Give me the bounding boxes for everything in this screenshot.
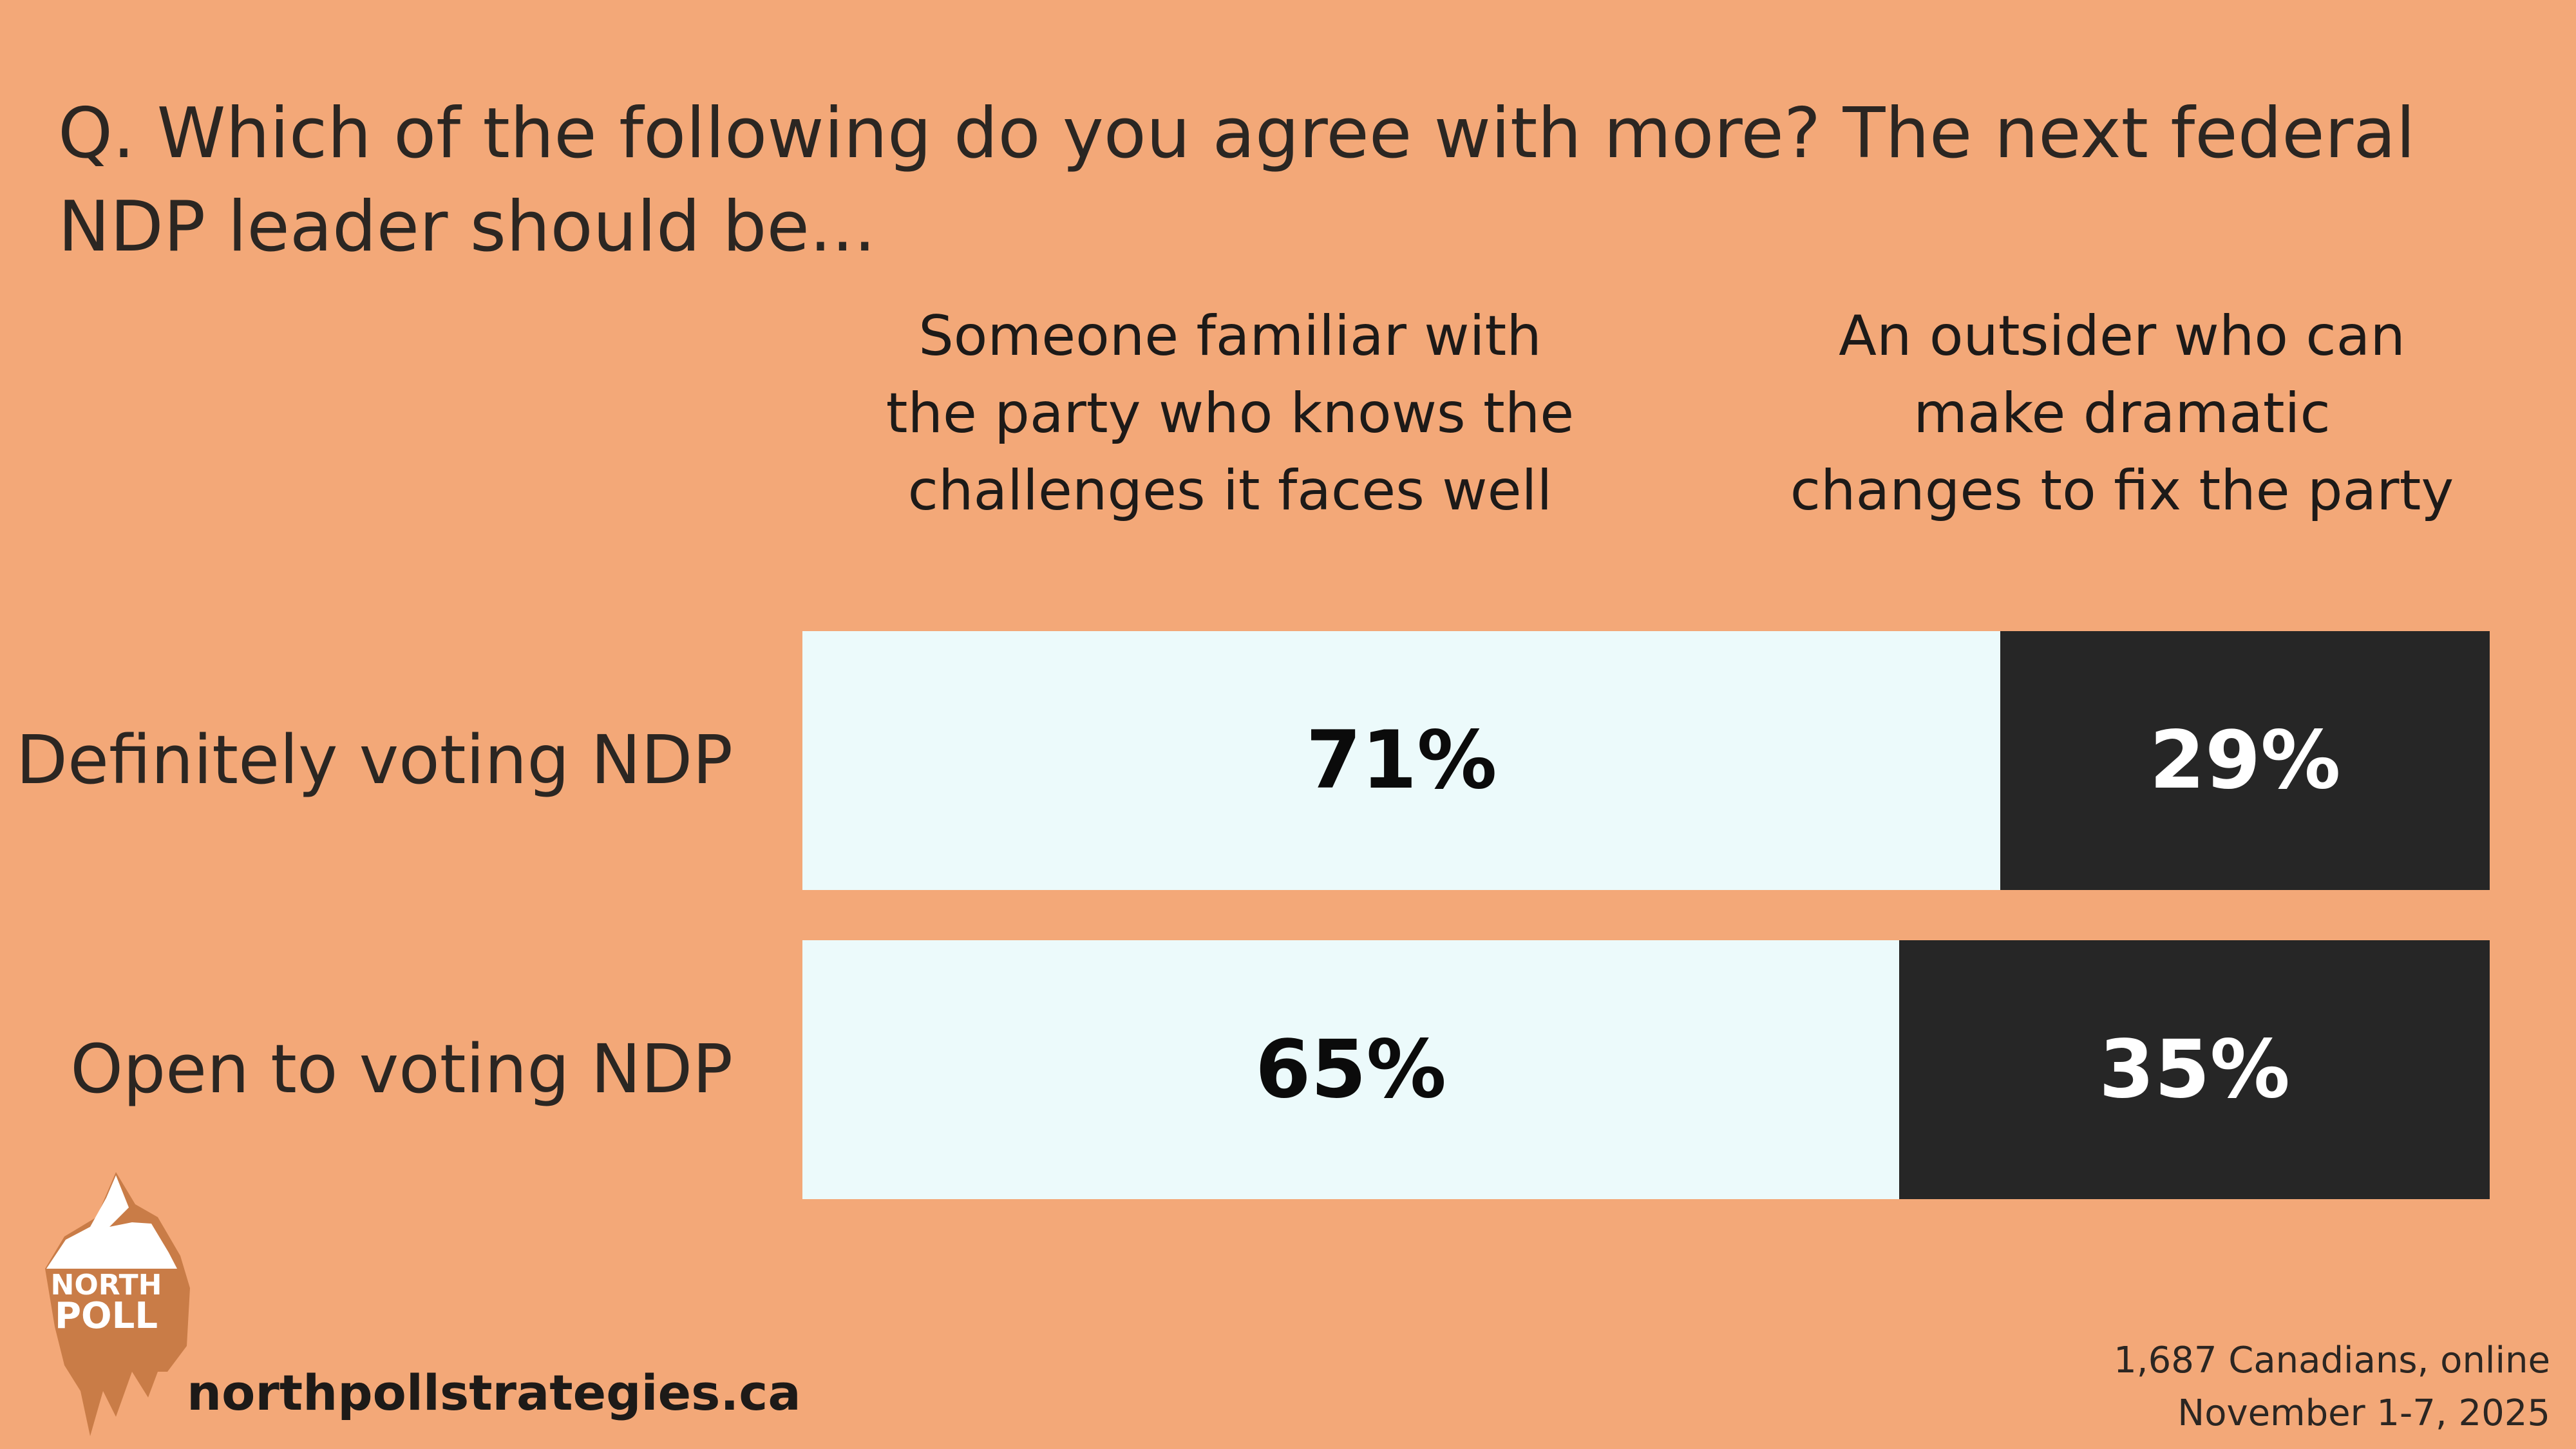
field-dates: November 1-7, 2025	[2177, 1392, 2550, 1434]
north-poll-logo: NORTH POLL	[45, 1172, 190, 1436]
bar-segment-outsider: 35%	[1899, 940, 2490, 1199]
bar-row-open: 65% 35%	[802, 940, 2490, 1199]
column-header-line: make dramatic	[1913, 381, 2331, 446]
column-header-familiar: Someone familiar with the party who know…	[824, 298, 1636, 529]
bar-segment-familiar: 71%	[802, 631, 2001, 890]
logo-line-2: POLL	[55, 1295, 158, 1337]
bar-segment-familiar: 65%	[802, 940, 1899, 1199]
logo-line-1: NORTH	[51, 1269, 162, 1302]
bar-segment-outsider: 29%	[2000, 631, 2490, 890]
data-label: 71%	[1305, 714, 1497, 807]
chart-title: Q. Which of the following do you agree w…	[58, 93, 2416, 267]
data-label: 29%	[2149, 714, 2341, 807]
column-header-line: challenges it faces well	[907, 459, 1553, 523]
column-header-line: the party who knows the	[886, 381, 1575, 446]
sample-note: 1,687 Canadians, online November 1-7, 20…	[2114, 1334, 2550, 1440]
column-header-line: changes to fix the party	[1790, 459, 2454, 523]
bar-row-definitely: 71% 29%	[802, 631, 2490, 890]
data-label: 65%	[1255, 1023, 1446, 1116]
website-link: northpollstrategies.ca	[187, 1364, 801, 1421]
row-label-open: Open to voting NDP	[70, 1030, 733, 1108]
column-header-line: Someone familiar with	[918, 304, 1542, 368]
column-header-outsider: An outsider who can make dramatic change…	[1739, 298, 2505, 529]
data-label: 35%	[2099, 1023, 2290, 1116]
row-label-definitely: Definitely voting NDP	[15, 721, 733, 799]
iceberg-peak	[46, 1175, 177, 1269]
column-header-line: An outsider who can	[1839, 304, 2405, 368]
sample-size: 1,687 Canadians, online	[2114, 1340, 2550, 1381]
